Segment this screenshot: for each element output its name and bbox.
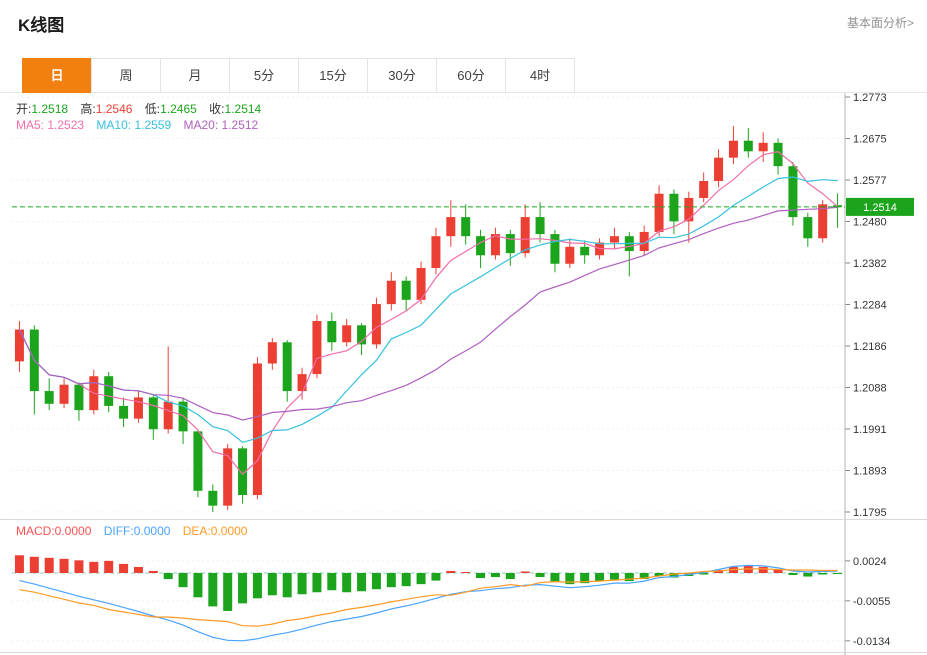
bottom-border — [0, 652, 927, 653]
ma10-label: MA10: — [96, 118, 132, 132]
macd-readout: MACD:0.0000 DIFF:0.0000 DEA:0.0000 — [16, 524, 256, 538]
ma5-value: 1.2523 — [47, 118, 85, 132]
interval-tabs: 日 周 月 5分 15分 30分 60分 4时 — [22, 58, 575, 93]
ma20-value: 1.2512 — [221, 118, 259, 132]
dea-value: 0.0000 — [210, 524, 248, 538]
svg-text:1.2577: 1.2577 — [853, 175, 887, 187]
svg-text:-0.0134: -0.0134 — [853, 636, 890, 648]
ma5-label: MA5: — [16, 118, 45, 132]
ma20-label: MA20: — [183, 118, 219, 132]
tab-30min[interactable]: 30分 — [367, 58, 437, 93]
panel-divider — [0, 519, 927, 520]
macd-chart[interactable]: 0.0024 -0.0055 -0.0134 — [0, 520, 927, 655]
open-label: 开: — [16, 102, 32, 116]
svg-text:1.2284: 1.2284 — [853, 300, 887, 312]
candlestick-chart[interactable]: 1.2773 1.2675 1.2577 1.2480 1.2382 1.2284 1.21… — [0, 93, 927, 520]
svg-text:1.1991: 1.1991 — [853, 424, 887, 436]
tab-month[interactable]: 月 — [160, 58, 230, 93]
svg-text:1.1893: 1.1893 — [853, 466, 887, 478]
svg-text:1.2088: 1.2088 — [853, 383, 887, 395]
low-label: 低: — [144, 102, 161, 116]
macd-value: 0.0000 — [54, 524, 92, 538]
svg-text:1.1795: 1.1795 — [853, 507, 887, 519]
diff-value: 0.0000 — [133, 524, 171, 538]
ohlc-readout: 开:1.2518 高:1.2546 低:1.2465 收:1.2514 — [16, 100, 270, 117]
open-value: 1.2518 — [31, 102, 69, 116]
svg-text:1.2675: 1.2675 — [853, 134, 887, 146]
svg-text:1.2514: 1.2514 — [863, 202, 897, 214]
dea-label: DEA: — [182, 524, 211, 538]
tab-60min[interactable]: 60分 — [436, 58, 506, 93]
svg-text:1.2480: 1.2480 — [853, 217, 887, 229]
svg-text:-0.0055: -0.0055 — [853, 596, 890, 608]
macd-label: MACD: — [16, 524, 55, 538]
fundamental-analysis-link[interactable]: 基本面分析> — [846, 16, 914, 30]
page-title: K线图 — [18, 16, 65, 35]
tab-5min[interactable]: 5分 — [229, 58, 299, 93]
high-value: 1.2546 — [95, 102, 133, 116]
tab-day[interactable]: 日 — [22, 58, 92, 93]
svg-text:1.2186: 1.2186 — [853, 341, 887, 353]
svg-text:1.2382: 1.2382 — [853, 258, 887, 270]
close-label: 收: — [209, 102, 225, 116]
svg-text:0.0024: 0.0024 — [853, 556, 887, 568]
high-label: 高: — [80, 102, 96, 116]
diff-label: DIFF: — [103, 524, 134, 538]
ma10-value: 1.2559 — [134, 118, 172, 132]
tab-week[interactable]: 周 — [91, 58, 161, 93]
ma-readout: MA5: 1.2523 MA10: 1.2559 MA20: 1.2512 — [16, 118, 267, 132]
close-value: 1.2514 — [224, 102, 262, 116]
tab-4hour[interactable]: 4时 — [505, 58, 575, 93]
svg-text:1.2773: 1.2773 — [853, 93, 887, 104]
tab-15min[interactable]: 15分 — [298, 58, 368, 93]
low-value: 1.2465 — [160, 102, 197, 116]
